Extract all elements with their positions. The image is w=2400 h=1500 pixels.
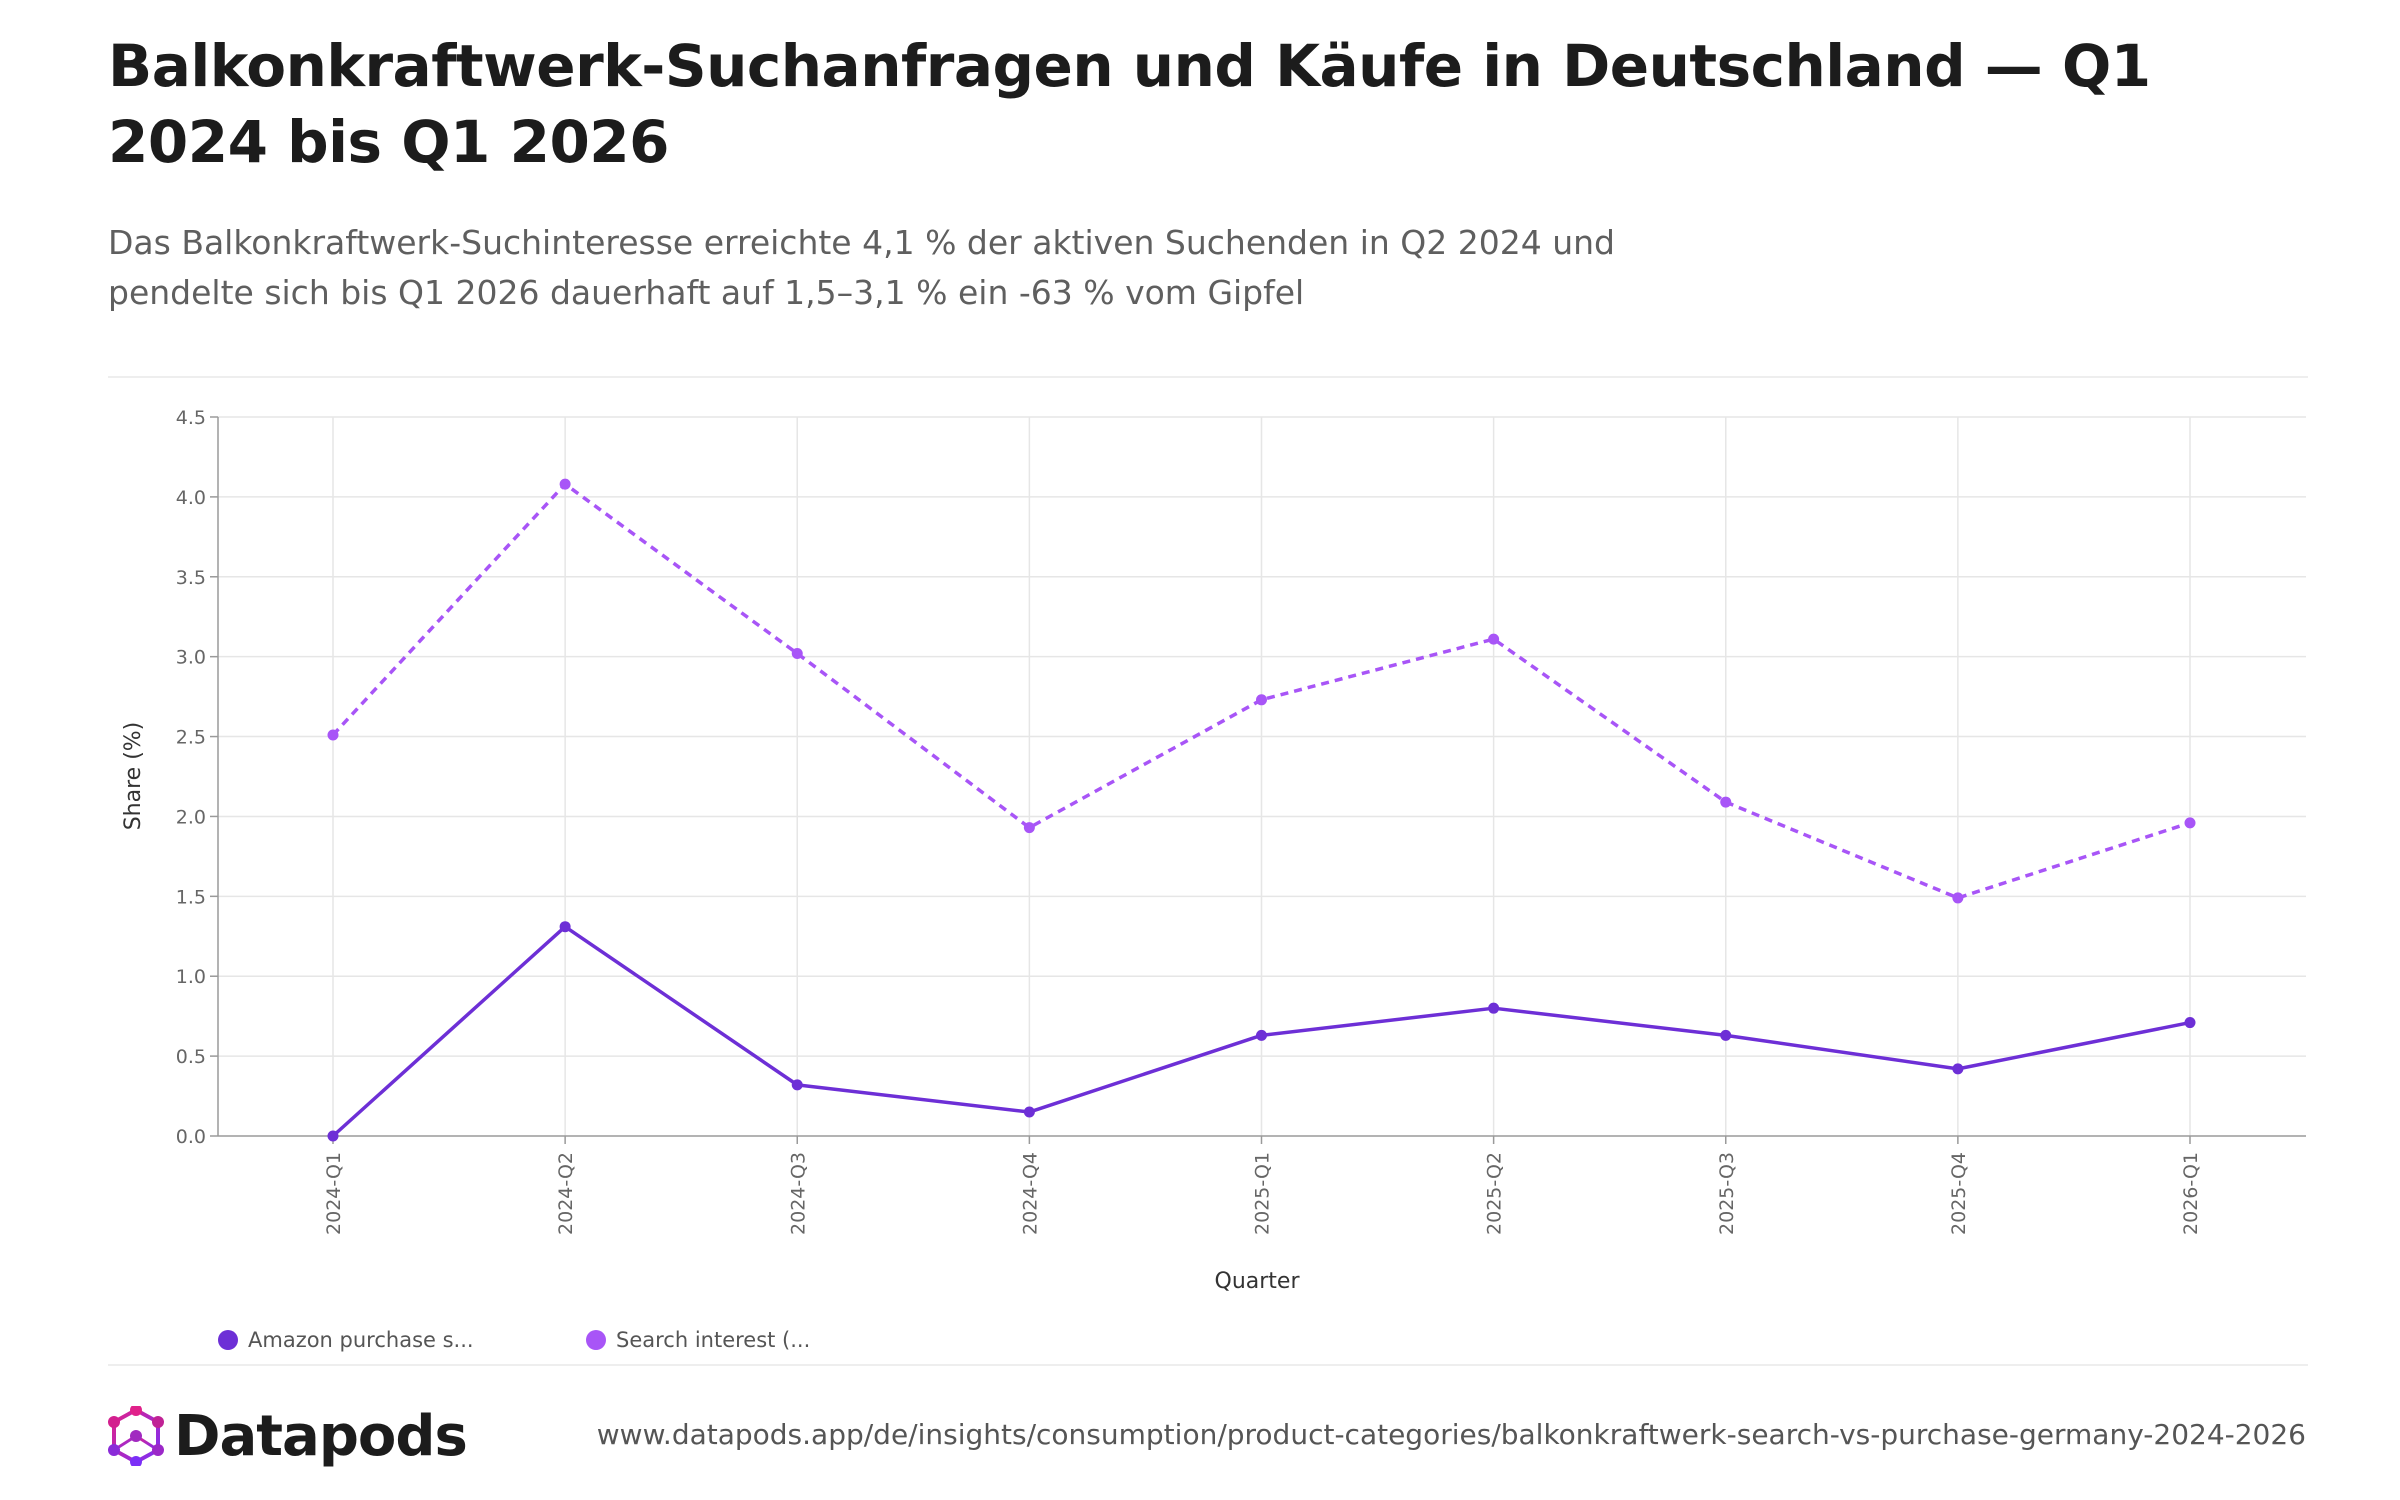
chart-subtitle: Das Balkonkraftwerk-Suchinteresse erreic… xyxy=(108,223,1615,312)
data-point-purchase[interactable] xyxy=(559,921,571,933)
data-point-search[interactable] xyxy=(1952,892,1964,904)
y-tick-label: 1.5 xyxy=(176,886,206,908)
y-tick-label: 0.0 xyxy=(176,1126,206,1148)
data-point-search[interactable] xyxy=(1256,694,1267,706)
y-tick-label: 1.0 xyxy=(176,966,206,988)
data-point-search[interactable] xyxy=(791,647,803,659)
datapods-logo[interactable]: Datapods xyxy=(108,1403,468,1469)
series-line-search xyxy=(331,482,2191,900)
datapods-logo-icon xyxy=(108,1406,164,1466)
y-tick-label: 4.5 xyxy=(176,407,206,429)
legend-label-purchase: Amazon purchase s... xyxy=(248,1328,474,1352)
brand-name: Datapods xyxy=(174,1403,468,1469)
data-point-search[interactable] xyxy=(1488,633,1500,645)
x-tick-label: 2024-Q4 xyxy=(1019,1152,1041,1235)
data-point-purchase[interactable] xyxy=(1256,1029,1267,1041)
x-tick-label: 2024-Q2 xyxy=(555,1152,577,1235)
data-point-purchase[interactable] xyxy=(791,1079,803,1091)
top-divider xyxy=(108,376,2308,378)
legend-item-search[interactable]: Search interest (... xyxy=(586,1325,810,1355)
x-tick-label: 2024-Q1 xyxy=(323,1152,345,1235)
grid-layer xyxy=(218,416,2306,1136)
data-point-purchase[interactable] xyxy=(1952,1063,1964,1075)
x-tick-label: 2025-Q4 xyxy=(1948,1152,1970,1235)
y-tick-label: 3.0 xyxy=(176,647,206,669)
y-tick-label: 3.5 xyxy=(176,567,206,589)
data-point-purchase[interactable] xyxy=(2184,1017,2196,1029)
x-tick-label: 2026-Q1 xyxy=(2180,1152,2202,1235)
y-tick-label: 2.5 xyxy=(176,727,206,749)
x-tick-label: 2025-Q2 xyxy=(1484,1152,1506,1235)
chart-title: Balkonkraftwerk-Suchanfragen und Käufe i… xyxy=(108,32,2151,176)
x-tick-label: 2025-Q3 xyxy=(1716,1152,1738,1235)
data-point-search[interactable] xyxy=(1023,822,1035,834)
line-chart: 0.0 0.5 1.0 1.5 2.0 2.5 3.0 3.5 4.0 4.5 2024-Q1 202… xyxy=(121,407,2306,1294)
data-point-search[interactable] xyxy=(559,478,571,490)
data-point-purchase[interactable] xyxy=(1023,1106,1035,1118)
legend-swatch-purchase xyxy=(218,1330,238,1350)
data-point-purchase[interactable] xyxy=(327,1130,339,1142)
x-tick-label: 2024-Q3 xyxy=(787,1152,809,1235)
axis-layer: 0.0 0.5 1.0 1.5 2.0 2.5 3.0 3.5 4.0 4.5 2024-Q1 202… xyxy=(176,407,2306,1235)
y-tick-label: 2.0 xyxy=(176,806,206,828)
y-tick-label: 4.0 xyxy=(176,487,206,509)
source-url[interactable]: www.datapods.app/de/insights/consumption… xyxy=(596,1418,2306,1451)
legend-item-purchase[interactable]: Amazon purchase s... xyxy=(218,1325,474,1355)
bottom-divider xyxy=(108,1364,2308,1366)
legend-swatch-search xyxy=(586,1330,606,1350)
y-axis-title: Share (%) xyxy=(121,722,146,831)
data-point-search[interactable] xyxy=(1720,796,1732,808)
data-point-search[interactable] xyxy=(327,729,339,741)
series-layer xyxy=(327,478,2196,1142)
x-tick-label: 2025-Q1 xyxy=(1252,1152,1274,1235)
data-point-purchase[interactable] xyxy=(1488,1002,1500,1014)
x-axis-title: Quarter xyxy=(1215,1269,1301,1294)
y-tick-label: 0.5 xyxy=(176,1046,206,1068)
data-point-purchase[interactable] xyxy=(1720,1029,1732,1041)
data-point-search[interactable] xyxy=(2184,817,2196,829)
legend-label-search: Search interest (... xyxy=(616,1328,811,1352)
